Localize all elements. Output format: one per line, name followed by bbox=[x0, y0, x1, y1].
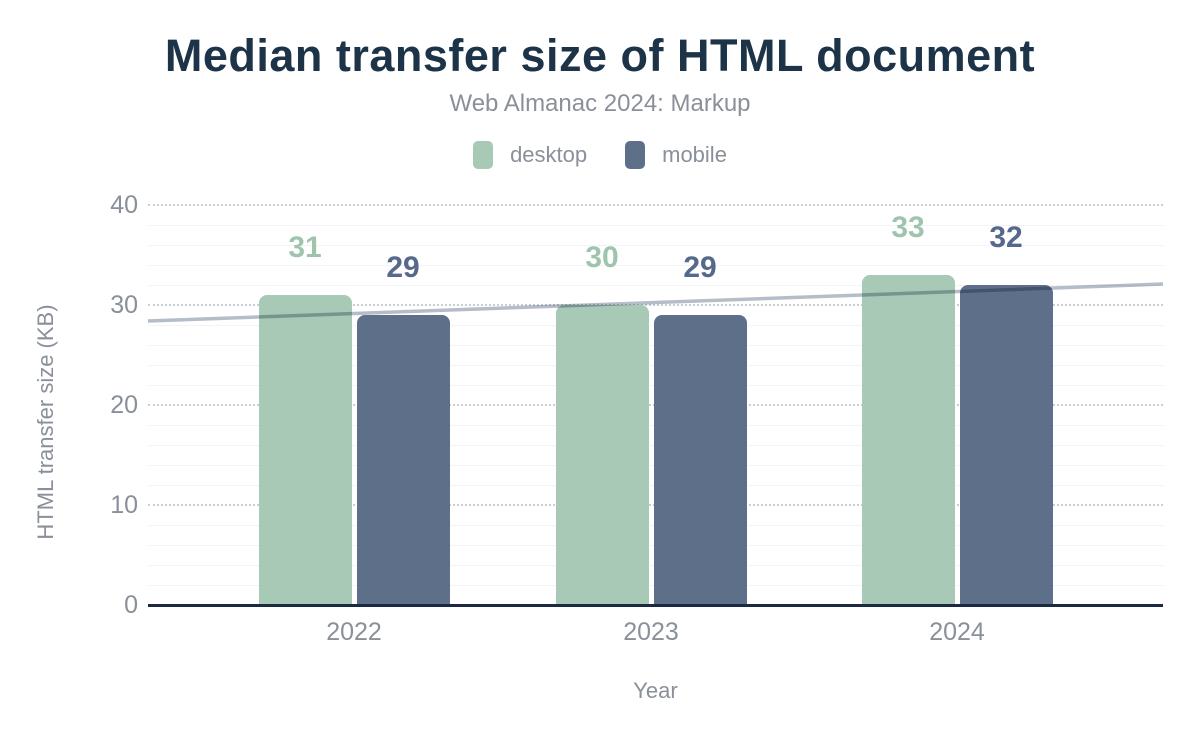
bar-mobile-2024 bbox=[959, 285, 1053, 604]
gridline-minor bbox=[148, 225, 1163, 226]
chart-subtitle: Web Almanac 2024: Markup bbox=[449, 90, 751, 117]
y-tick-label-30: 30 bbox=[110, 291, 138, 319]
y-tick-label-0: 0 bbox=[124, 591, 138, 619]
bar-value-label-mobile-2024: 32 bbox=[989, 221, 1023, 254]
x-tick-label-2022: 2022 bbox=[326, 618, 382, 646]
bar-desktop-2024 bbox=[861, 275, 955, 604]
bar-value-label-desktop-2023: 30 bbox=[585, 241, 619, 274]
gridline-minor bbox=[148, 265, 1163, 266]
legend: desktop mobile bbox=[0, 141, 1200, 169]
bar-mobile-2023 bbox=[653, 315, 747, 604]
gridline-minor bbox=[148, 245, 1163, 246]
bar-value-label-desktop-2024: 33 bbox=[891, 211, 925, 244]
y-tick-label-10: 10 bbox=[110, 491, 138, 519]
bar-value-label-desktop-2022: 31 bbox=[288, 231, 322, 264]
x-tick-label-2024: 2024 bbox=[929, 618, 985, 646]
bar-value-label-mobile-2023: 29 bbox=[683, 251, 717, 284]
x-axis-title: Year bbox=[633, 678, 678, 703]
legend-item-desktop: desktop bbox=[473, 141, 587, 169]
y-tick-label-20: 20 bbox=[110, 391, 138, 419]
gridline-minor bbox=[148, 285, 1163, 286]
desktop-swatch-icon bbox=[473, 141, 494, 169]
bar-desktop-2022 bbox=[258, 295, 352, 604]
y-tick-label-40: 40 bbox=[110, 191, 138, 219]
chart-title: Median transfer size of HTML document bbox=[164, 30, 1036, 81]
bar-desktop-2023 bbox=[555, 305, 649, 604]
legend-label-mobile: mobile bbox=[662, 142, 727, 167]
bar-mobile-2022 bbox=[356, 315, 450, 604]
mobile-swatch-icon bbox=[625, 141, 646, 169]
gridline-major bbox=[148, 304, 1163, 306]
gridline-major bbox=[148, 204, 1163, 206]
bar-value-label-mobile-2022: 29 bbox=[386, 251, 420, 284]
x-tick-label-2023: 2023 bbox=[623, 618, 679, 646]
legend-item-mobile: mobile bbox=[625, 141, 727, 169]
legend-label-desktop: desktop bbox=[510, 142, 588, 167]
x-axis-line bbox=[148, 604, 1163, 607]
